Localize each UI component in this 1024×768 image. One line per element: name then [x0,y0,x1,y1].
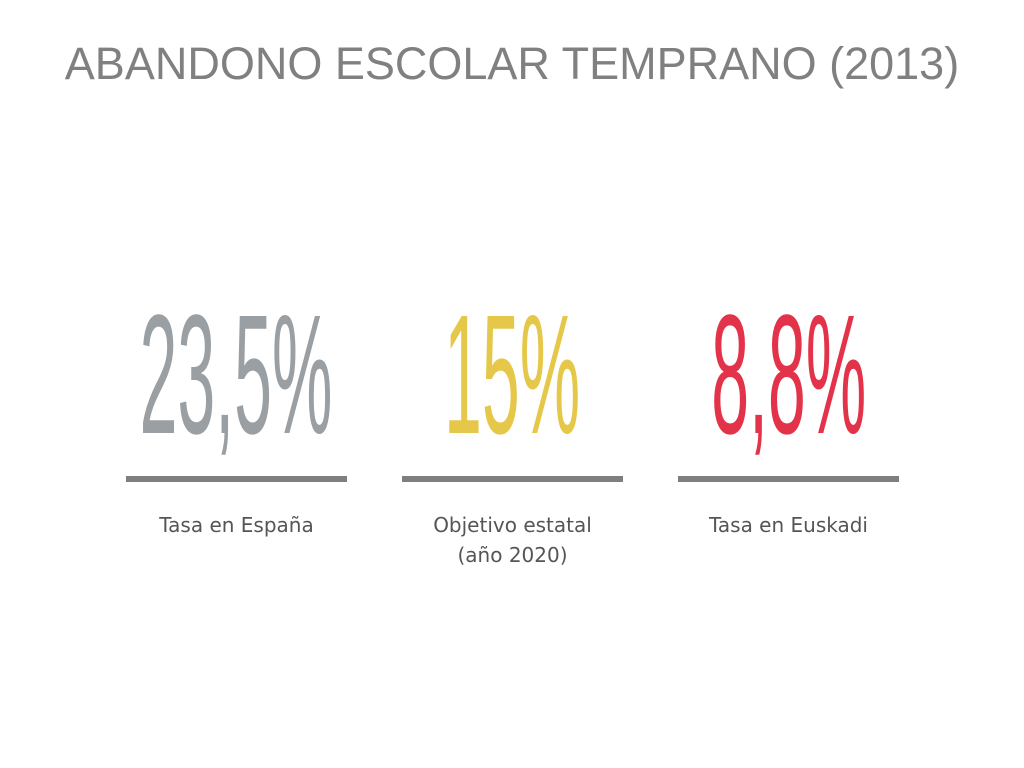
stat-value: 15% [444,280,581,470]
stat-label: Tasa en Euskadi [708,513,868,537]
stat-label-text: Objetivo estatal (año 2020) [433,513,592,567]
divider-bar [678,476,899,482]
stat-value: 23,5% [140,280,333,470]
stat-value: 8,8% [711,280,867,470]
stat-euskadi: 8,8% Tasa en Euskadi [678,290,899,537]
stat-spain: 23,5% Tasa en España [126,290,347,537]
divider-bar [126,476,347,482]
slide-title: ABANDONO ESCOLAR TEMPRANO (2013) [64,38,960,89]
stat-target-2020: 15% Objetivo estatal (año 2020) [402,290,623,567]
stat-label: Tasa en España [159,513,314,537]
stat-label: Objetivo estatal (año 2020) [372,510,653,570]
divider-bar [402,476,623,482]
